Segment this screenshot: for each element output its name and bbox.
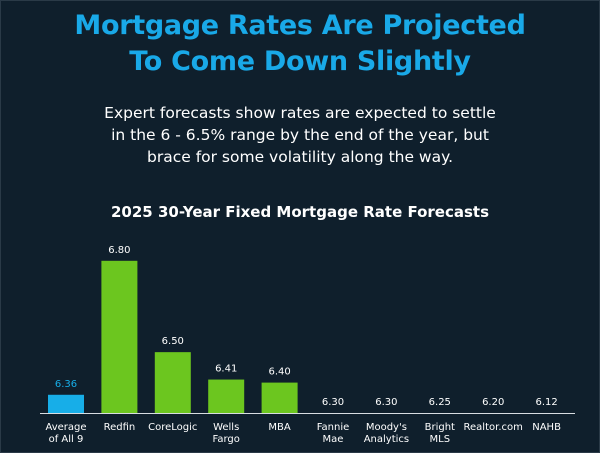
category-label-6-0: Moody's bbox=[366, 422, 407, 433]
headline: Mortgage Rates Are Projected To Come Dow… bbox=[0, 8, 600, 80]
subtitle-line-1: Expert forecasts show rates are expected… bbox=[104, 104, 496, 122]
headline-line-1: Mortgage Rates Are Projected bbox=[74, 10, 526, 41]
category-label-5-0: Fannie bbox=[317, 422, 350, 433]
category-label-7-0: Bright bbox=[425, 422, 455, 433]
subtitle-line-3: brace for some volatility along the way. bbox=[147, 148, 453, 166]
category-label-4-0: MBA bbox=[268, 422, 290, 433]
headline-line-2: To Come Down Slightly bbox=[129, 46, 471, 77]
subtitle-line-2: in the 6 - 6.5% range by the end of the … bbox=[111, 126, 489, 144]
value-label-6: 6.30 bbox=[375, 397, 397, 408]
bar-1 bbox=[101, 260, 138, 413]
category-label-3-0: Wells bbox=[213, 422, 239, 433]
value-label-7: 6.25 bbox=[429, 397, 451, 408]
category-label-7-1: MLS bbox=[430, 434, 451, 445]
bar-4 bbox=[261, 382, 298, 413]
value-label-0: 6.36 bbox=[55, 379, 77, 390]
category-label-2-0: CoreLogic bbox=[148, 422, 197, 433]
value-label-1: 6.80 bbox=[108, 245, 130, 256]
bar-3 bbox=[208, 379, 245, 413]
category-label-0-0: Average bbox=[45, 422, 86, 433]
category-label-6-1: Analytics bbox=[364, 434, 409, 445]
value-label-4: 6.40 bbox=[268, 367, 290, 378]
value-label-3: 6.41 bbox=[215, 364, 237, 375]
category-label-0-1: of All 9 bbox=[49, 434, 84, 445]
subtitle: Expert forecasts show rates are expected… bbox=[0, 102, 600, 168]
category-label-3-1: Fargo bbox=[213, 434, 240, 445]
value-label-9: 6.12 bbox=[535, 397, 557, 408]
chart-title: 2025 30-Year Fixed Mortgage Rate Forecas… bbox=[110, 203, 490, 221]
value-label-2: 6.50 bbox=[162, 336, 184, 347]
value-label-8: 6.20 bbox=[482, 397, 504, 408]
value-label-5: 6.30 bbox=[322, 397, 344, 408]
category-label-1-0: Redfin bbox=[104, 422, 136, 433]
category-label-5-1: Mae bbox=[323, 434, 344, 445]
category-label-9-0: NAHB bbox=[532, 422, 561, 433]
category-label-8-0: Realtor.com bbox=[464, 422, 523, 433]
bar-0 bbox=[48, 394, 84, 413]
bar-2 bbox=[154, 352, 191, 413]
